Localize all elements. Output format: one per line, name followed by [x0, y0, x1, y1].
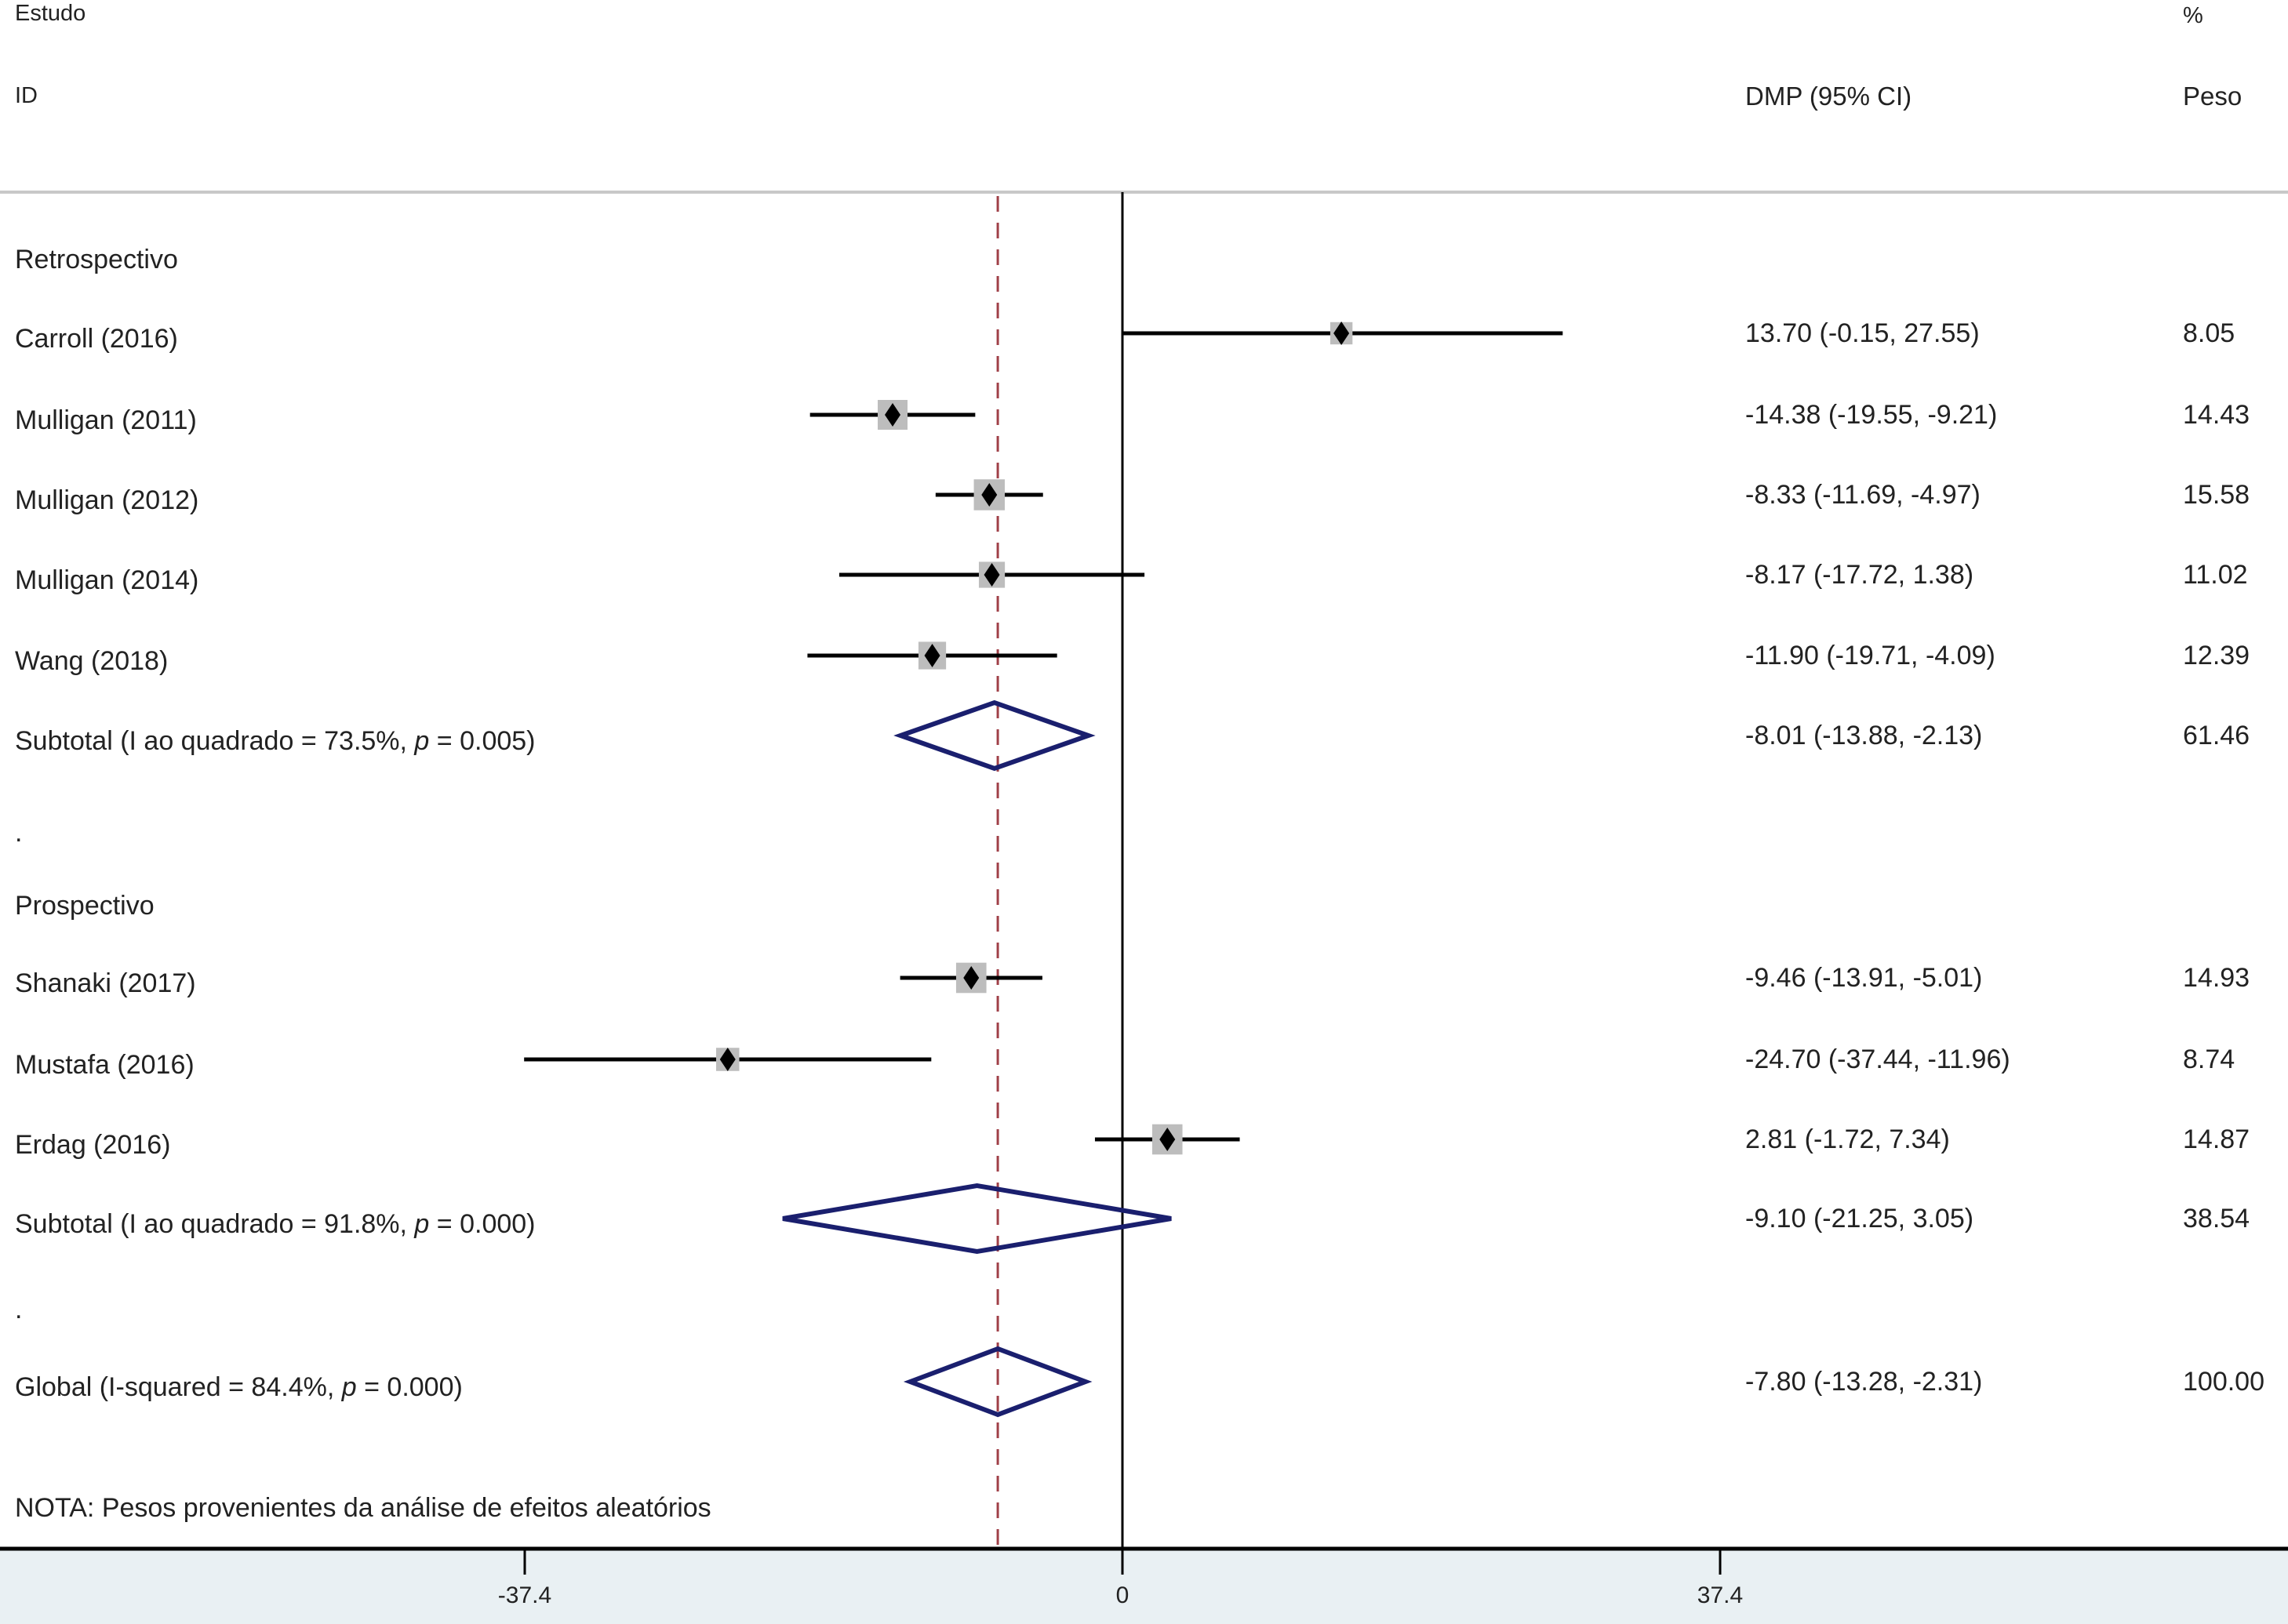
row-label-end: = 0.000): [356, 1372, 463, 1402]
header-id: ID: [15, 83, 38, 108]
estimate-text: 13.70 (-0.15, 27.55): [1745, 318, 1980, 348]
point-estimate: [1333, 322, 1350, 345]
point-estimate: [1159, 1128, 1176, 1151]
point-estimate: [984, 563, 1000, 587]
row-label: Mulligan (2012): [15, 485, 199, 515]
weight-text: 8.05: [2183, 318, 2235, 348]
row-label-text: Subtotal (I ao quadrado = 73.5%,: [15, 726, 415, 756]
row-label: Mulligan (2011): [15, 405, 197, 435]
p-symbol: p: [414, 1209, 430, 1239]
estimate-text: 2.81 (-1.72, 7.34): [1745, 1124, 1950, 1154]
estimate-text: -9.46 (-13.91, -5.01): [1745, 963, 1983, 993]
header-estimate: DMP (95% CI): [1745, 82, 1912, 111]
weight-text: 11.02: [2183, 560, 2248, 590]
row-label: Erdag (2016): [15, 1130, 171, 1160]
p-symbol: p: [414, 726, 430, 756]
estimate-text: -14.38 (-19.55, -9.21): [1745, 400, 1998, 430]
row-label: Mustafa (2016): [15, 1050, 195, 1080]
note: NOTA: Pesos provenientes da análise de e…: [15, 1493, 711, 1523]
row-label-text: Subtotal (I ao quadrado = 91.8%,: [15, 1209, 415, 1239]
row-label: Wang (2018): [15, 646, 169, 676]
estimate-text: -8.17 (-17.72, 1.38): [1745, 560, 1974, 590]
weight-text: 100.00: [2183, 1367, 2264, 1397]
row-label: Prospectivo: [15, 891, 155, 921]
pooled-diamond: [903, 1346, 1093, 1418]
axis-band: [0, 1549, 2288, 1624]
point-estimate: [963, 966, 980, 990]
row-label: .: [15, 818, 23, 848]
p-symbol: p: [341, 1372, 357, 1402]
weight-text: 8.74: [2183, 1045, 2235, 1074]
pooled-diamond: [782, 1183, 1172, 1255]
estimate-text: -9.10 (-21.25, 3.05): [1745, 1204, 1974, 1233]
point-estimate: [719, 1048, 736, 1071]
x-tick-label: -37.4: [497, 1582, 552, 1608]
point-estimate: [924, 644, 940, 667]
header-separator: [0, 191, 2288, 194]
x-tick-label: 0: [1115, 1582, 1129, 1608]
header-weight: Peso: [2183, 82, 2243, 111]
point-estimate: [885, 403, 901, 427]
row-label: Subtotal (I ao quadrado = 73.5%, p = 0.0…: [15, 728, 536, 754]
row-label: Carroll (2016): [15, 324, 178, 354]
point-estimate: [981, 483, 998, 507]
row-label-text: Global (I-squared = 84.4%,: [15, 1372, 342, 1402]
estimate-text: -24.70 (-37.44, -11.96): [1745, 1045, 2010, 1074]
estimate-text: -8.01 (-13.88, -2.13): [1745, 721, 1983, 750]
estimate-text: -8.33 (-11.69, -4.97): [1745, 480, 1981, 510]
x-tick-label: 37.4: [1697, 1582, 1744, 1608]
estimate-text: -11.90 (-19.71, -4.09): [1745, 641, 1995, 670]
weight-text: 12.39: [2183, 641, 2250, 670]
weight-text: 14.93: [2183, 963, 2250, 993]
weight-text: 14.43: [2183, 400, 2250, 430]
row-label: Retrospectivo: [15, 245, 178, 274]
pooled-diamond: [893, 699, 1096, 772]
header-study: Estudo: [15, 1, 86, 26]
row-label-end: = 0.005): [429, 726, 536, 756]
row-label: Shanaki (2017): [15, 968, 196, 998]
row-label: Subtotal (I ao quadrado = 91.8%, p = 0.0…: [15, 1211, 536, 1237]
weight-text: 38.54: [2183, 1204, 2250, 1233]
header-pct: %: [2183, 3, 2203, 28]
weight-text: 15.58: [2183, 480, 2250, 510]
weight-text: 14.87: [2183, 1124, 2250, 1154]
row-label: Global (I-squared = 84.4%, p = 0.000): [15, 1374, 463, 1401]
row-label: Mulligan (2014): [15, 565, 199, 595]
row-label: .: [15, 1295, 23, 1324]
estimate-text: -7.80 (-13.28, -2.31): [1745, 1367, 1983, 1397]
weight-text: 61.46: [2183, 721, 2250, 750]
row-label-end: = 0.000): [429, 1209, 536, 1239]
